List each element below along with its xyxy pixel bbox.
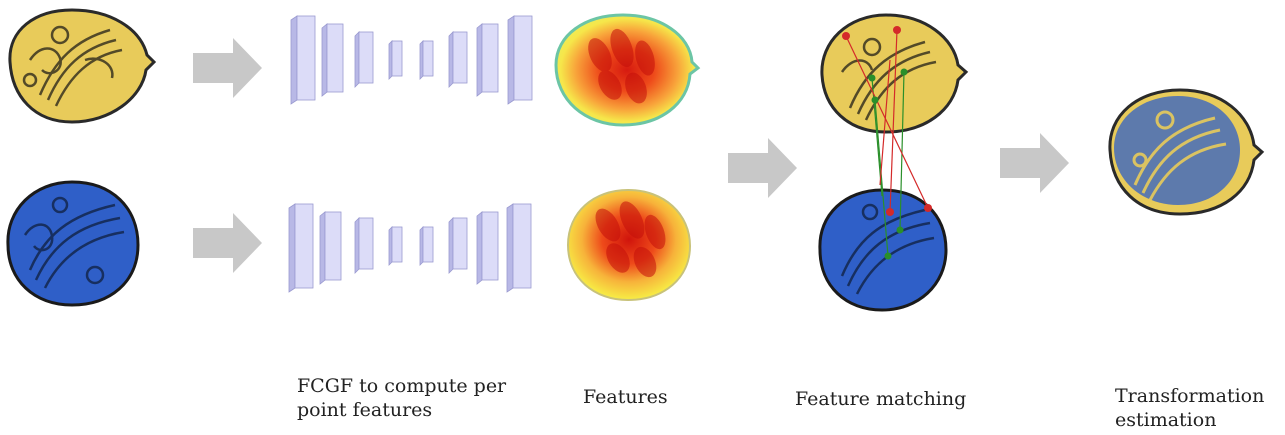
arrow-right-icon xyxy=(193,213,262,273)
coin-gold-icon xyxy=(8,8,157,124)
coin-blue-icon xyxy=(818,188,948,312)
coin-blue-icon xyxy=(6,180,140,307)
transformation-estimation-label: Transformation estimation xyxy=(1115,385,1265,431)
features-label: Features xyxy=(583,386,668,408)
match-lines-icon xyxy=(842,26,932,260)
arrow-right-icon xyxy=(1000,133,1069,193)
network-layers-icon xyxy=(288,203,532,293)
aligned-coins-icon xyxy=(1108,88,1265,216)
feature-heatmap-icon xyxy=(554,13,701,127)
coin-gold-icon xyxy=(820,13,969,134)
arrow-right-icon xyxy=(728,138,797,198)
network-layers-icon xyxy=(290,15,533,105)
arrow-right-icon xyxy=(193,38,262,98)
feature-heatmap-icon xyxy=(566,188,692,302)
feature-matching-label: Feature matching xyxy=(795,388,967,410)
fcgf-label: FCGF to compute per point features xyxy=(297,375,507,421)
